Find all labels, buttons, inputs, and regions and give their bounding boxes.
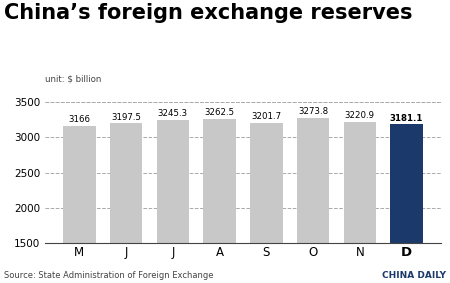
Bar [390,125,423,283]
Bar [343,122,376,283]
Text: 3197.5: 3197.5 [111,113,141,121]
Text: 3220.9: 3220.9 [345,111,375,120]
Bar [63,125,96,283]
Text: 3201.7: 3201.7 [251,112,281,121]
Text: 3245.3: 3245.3 [158,109,188,118]
Bar [110,123,143,283]
Text: CHINA DAILY: CHINA DAILY [382,271,446,280]
Bar [203,119,236,283]
Text: China’s foreign exchange reserves: China’s foreign exchange reserves [4,3,413,23]
Bar [157,120,189,283]
Text: Source: State Administration of Foreign Exchange: Source: State Administration of Foreign … [4,271,214,280]
Text: unit: $ billion: unit: $ billion [45,74,101,83]
Text: 3273.8: 3273.8 [298,107,328,116]
Text: 3166: 3166 [68,115,90,124]
Text: 3262.5: 3262.5 [205,108,235,117]
Bar [297,118,329,283]
Text: 3181.1: 3181.1 [390,114,423,123]
Bar [250,123,283,283]
